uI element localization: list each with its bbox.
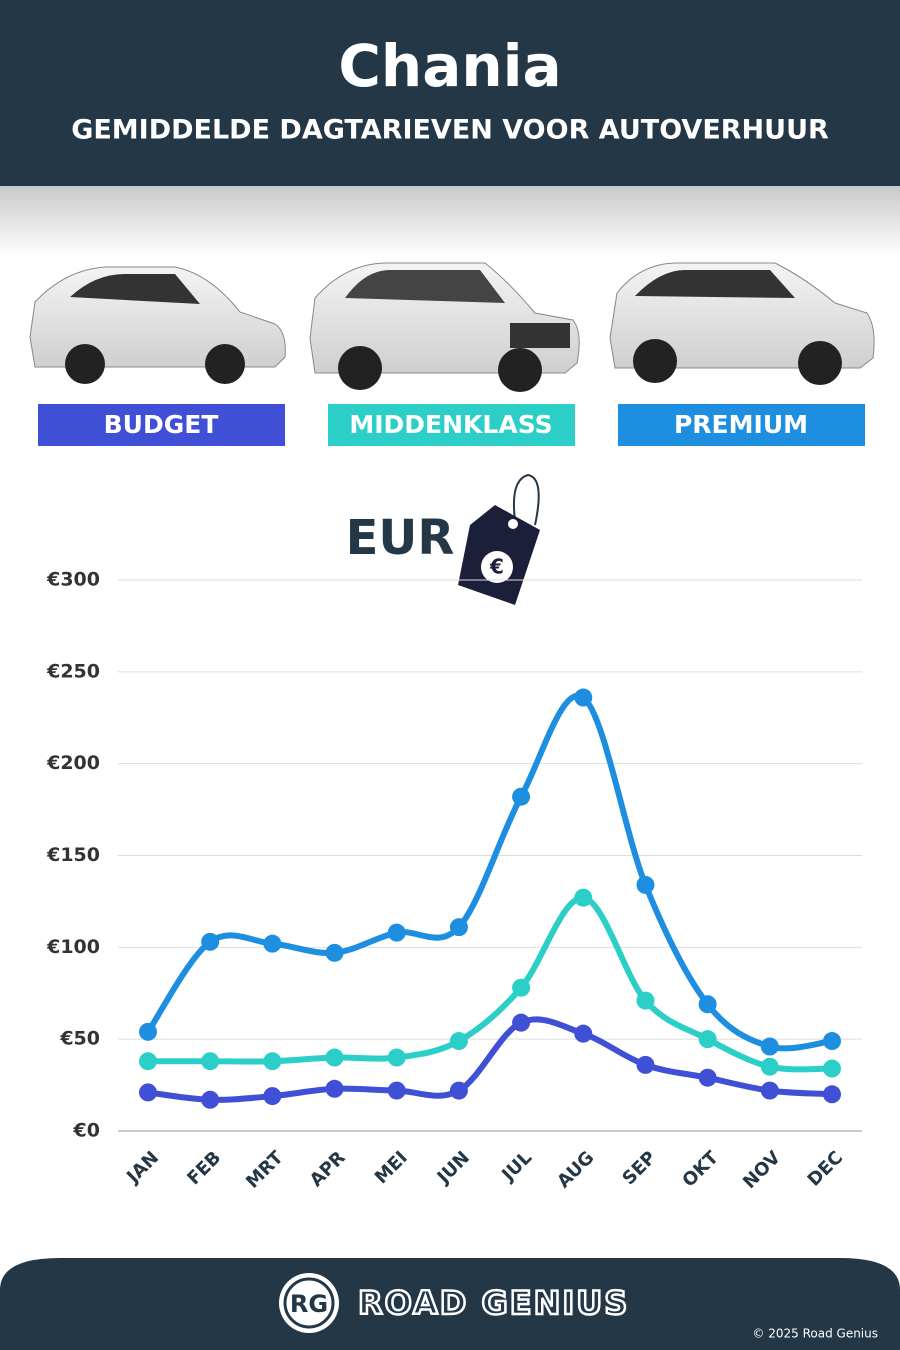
data-point [449, 1032, 468, 1051]
x-tick-label: SEP [618, 1147, 660, 1189]
data-point [512, 1013, 531, 1032]
data-point [760, 1037, 779, 1056]
series-line [148, 894, 833, 1073]
legend-label: BUDGET [104, 410, 219, 439]
subtitle: GEMIDDELDE DAGTARIEVEN VOOR AUTOVERHUUR [71, 115, 829, 146]
header-band [0, 0, 900, 186]
data-point [139, 1022, 157, 1041]
logo-circle [279, 1273, 339, 1333]
data-point [449, 1081, 468, 1100]
x-tick-label: DEC [804, 1147, 847, 1190]
y-tick-label: €200 [46, 752, 100, 774]
copyright: © 2025 Road Genius [752, 1327, 878, 1341]
data-point [636, 1055, 655, 1074]
x-tick-label: JUL [497, 1147, 536, 1186]
data-point [325, 943, 344, 962]
data-point [760, 1081, 779, 1100]
y-tick-label: €0 [73, 1120, 100, 1142]
header-shadow [0, 186, 900, 256]
data-point [139, 1083, 157, 1102]
legend-box [38, 404, 285, 446]
x-tick-label: MEI [371, 1147, 412, 1188]
legend-label: PREMIUM [674, 410, 808, 439]
logo-ring [283, 1277, 335, 1329]
data-point [636, 875, 655, 894]
data-point [636, 991, 655, 1010]
svg-text:€: € [489, 555, 504, 579]
x-tick-label: AUG [553, 1147, 598, 1192]
data-point [823, 1085, 841, 1104]
data-point [823, 1059, 841, 1078]
data-point [512, 787, 531, 806]
title: Chania [338, 32, 561, 100]
data-point [263, 1087, 282, 1106]
data-point [449, 918, 468, 937]
data-point [325, 1048, 344, 1067]
data-point [574, 888, 593, 907]
data-point [760, 1057, 779, 1076]
data-point [574, 688, 593, 707]
y-tick-label: €150 [46, 844, 100, 866]
data-point [574, 1024, 593, 1043]
price-tag-icon: € [458, 473, 540, 605]
x-tick-label: MRT [242, 1147, 288, 1193]
data-point [387, 923, 406, 942]
x-tick-label: FEB [183, 1147, 225, 1189]
data-point [263, 1052, 282, 1071]
currency-label: EUR [346, 510, 455, 566]
data-point [823, 1032, 841, 1051]
data-point [698, 995, 717, 1014]
car-premium [609, 262, 875, 385]
series-line [145, 692, 833, 1052]
data-point [387, 1081, 406, 1100]
data-point [512, 978, 531, 997]
x-tick-label: JUN [432, 1147, 474, 1189]
y-tick-label: €300 [46, 569, 100, 591]
data-point [325, 1079, 344, 1098]
car-budget [29, 266, 286, 384]
x-tick-label: JAN [122, 1147, 164, 1189]
x-tick-label: NOV [739, 1147, 785, 1193]
logo-text: RG [290, 1290, 328, 1318]
x-tick-label: OKT [678, 1147, 723, 1192]
car-midden [309, 262, 580, 392]
y-tick-label: €50 [59, 1028, 100, 1050]
x-tick-label: APR [306, 1147, 350, 1191]
data-point [201, 1090, 220, 1109]
data-point [387, 1048, 406, 1067]
data-point [201, 1052, 220, 1071]
data-point [698, 1068, 717, 1087]
footer-band [0, 1258, 900, 1350]
y-tick-label: €100 [46, 936, 100, 958]
data-point [263, 934, 282, 953]
brand: ROAD GENIUS [358, 1284, 629, 1322]
y-tick-label: €250 [46, 660, 100, 682]
legend-box [618, 404, 865, 446]
legend-label: MIDDENKLASS [349, 410, 552, 439]
legend-box [328, 404, 575, 446]
data-point [201, 932, 220, 951]
data-point [139, 1052, 157, 1071]
data-point [698, 1030, 717, 1049]
